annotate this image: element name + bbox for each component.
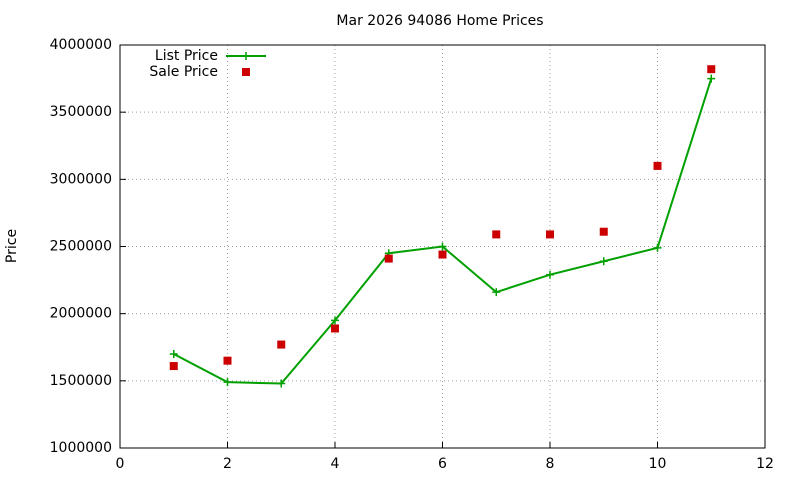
x-tick-label: 4 — [331, 456, 340, 472]
point-marker — [331, 324, 339, 333]
point-marker — [599, 227, 608, 236]
point-marker — [546, 270, 554, 279]
y-tick-label: 3000000 — [50, 171, 112, 187]
point-marker — [653, 243, 662, 252]
point-marker — [277, 379, 286, 388]
point-marker — [707, 74, 716, 83]
x-tick-label: 10 — [649, 456, 667, 472]
x-tick-label: 12 — [756, 456, 774, 472]
point-marker — [169, 362, 178, 371]
point-marker — [242, 68, 250, 76]
legend-label: List Price — [155, 48, 218, 64]
y-tick-label: 3500000 — [50, 104, 112, 120]
point-marker — [438, 242, 447, 251]
point-marker — [492, 288, 501, 297]
point-marker — [223, 356, 232, 365]
point-marker — [653, 161, 662, 170]
plot-frame — [119, 44, 766, 449]
y-tick-label: 1000000 — [50, 440, 112, 456]
x-tick-label: 2 — [223, 456, 232, 472]
point-marker — [277, 340, 286, 349]
point-marker — [599, 257, 608, 266]
y-tick-label: 1500000 — [50, 373, 112, 389]
x-tick-label: 6 — [438, 456, 447, 472]
x-tick-label: 0 — [116, 456, 125, 472]
y-axis-label: Price — [4, 229, 20, 263]
chart-title: Mar 2026 94086 Home Prices — [336, 13, 543, 29]
point-marker — [169, 349, 178, 358]
legend-label: Sale Price — [149, 64, 218, 80]
x-tick-label: 8 — [546, 456, 555, 472]
y-tick-label: 4000000 — [50, 37, 112, 53]
y-tick-label: 2000000 — [50, 306, 112, 322]
y-tick-label: 2500000 — [50, 239, 112, 255]
point-marker — [331, 316, 339, 325]
point-marker — [707, 65, 716, 74]
point-marker — [546, 230, 554, 239]
point-marker — [438, 250, 447, 259]
point-marker — [384, 254, 393, 263]
point-marker — [223, 378, 232, 387]
point-marker — [492, 230, 501, 239]
point-marker — [242, 52, 250, 60]
